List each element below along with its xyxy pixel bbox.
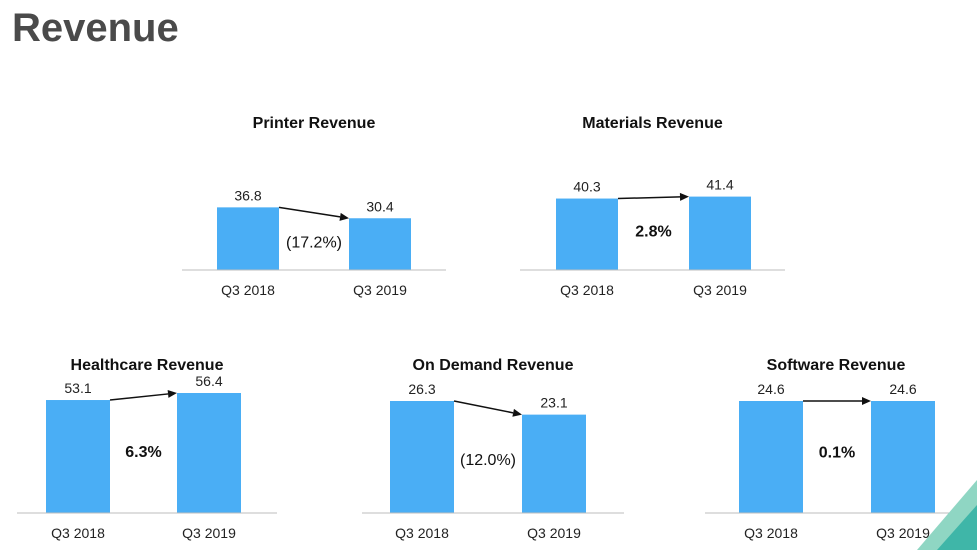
category-label: Q3 2018 [395,525,449,541]
trend-arrow-line [278,206,341,218]
category-label: Q3 2018 [744,525,798,541]
bar-q3-2018 [46,400,110,513]
bar-q3-2019 [522,414,586,513]
value-label: 24.6 [757,381,784,397]
bar-q3-2019 [689,196,751,270]
trend-arrow-line [453,400,514,414]
category-label: Q3 2019 [353,282,407,298]
software-revenue-svg: Software Revenue 24.6 Q3 2018 24.6 Q3 2019 0.… [705,357,967,541]
change-percent-label: (17.2%) [286,235,342,252]
change-percent-label: 0.1% [819,444,855,461]
healthcare-revenue-svg: Healthcare Revenue 53.1 Q3 2018 56.4 Q3 2019… [17,357,277,541]
chart-title: Materials Revenue [582,115,723,132]
printer-revenue-chart: Printer Revenue 36.8 Q3 2018 30.4 Q3 2019 (17… [182,108,446,300]
category-label: Q3 2018 [221,282,275,298]
bar-q3-2019 [177,393,241,513]
category-label: Q3 2019 [182,525,236,541]
trend-arrow-head [339,212,349,221]
on-demand-revenue-chart: On Demand Revenue 26.3 Q3 2018 23.1 Q3 2019 (… [362,350,624,545]
on-demand-revenue-svg: On Demand Revenue 26.3 Q3 2018 23.1 Q3 2019 (… [362,357,624,541]
bar-q3-2019 [349,218,411,270]
healthcare-revenue-chart: Healthcare Revenue 53.1 Q3 2018 56.4 Q3 2019… [17,350,277,545]
chart-title: On Demand Revenue [413,357,574,374]
bar-q3-2018 [217,207,279,270]
value-label: 30.4 [366,198,393,214]
materials-revenue-svg: Materials Revenue 40.3 Q3 2018 41.4 Q3 2019 2… [520,115,785,298]
chart-title: Software Revenue [767,357,906,374]
trend-arrow-head [167,389,177,398]
printer-revenue-svg: Printer Revenue 36.8 Q3 2018 30.4 Q3 2019 (17… [182,115,446,298]
trend-arrow-line [617,196,681,200]
chart-title: Printer Revenue [253,115,376,132]
page-title: Revenue [12,6,179,50]
category-label: Q3 2018 [560,282,614,298]
category-label: Q3 2019 [527,525,581,541]
value-label: 53.1 [64,380,91,396]
value-label: 41.4 [706,177,733,193]
bar-q3-2018 [739,401,803,513]
trend-arrow-line [109,393,169,401]
change-percent-label: 6.3% [125,444,161,461]
value-label: 36.8 [234,187,261,203]
value-label: 24.6 [889,381,916,397]
bar-q3-2018 [390,401,454,513]
value-label: 56.4 [195,373,222,389]
change-percent-label: (12.0%) [460,452,516,469]
trend-arrow-head [862,397,871,405]
change-percent-label: 2.8% [635,224,671,241]
bar-q3-2018 [556,198,618,270]
category-label: Q3 2018 [51,525,105,541]
category-label: Q3 2019 [693,282,747,298]
corner-accent-shape [917,480,977,550]
trend-arrow-head [679,192,689,201]
value-label: 23.1 [540,395,567,411]
materials-revenue-chart: Materials Revenue 40.3 Q3 2018 41.4 Q3 2019 2… [520,108,785,300]
value-label: 40.3 [573,179,600,195]
software-revenue-chart: Software Revenue 24.6 Q3 2018 24.6 Q3 2019 0.… [705,350,967,545]
trend-arrow-head [512,408,522,417]
bar-q3-2019 [871,401,935,513]
value-label: 26.3 [408,381,435,397]
chart-title: Healthcare Revenue [71,357,224,374]
category-label: Q3 2019 [876,525,930,541]
corner-accent-dark [937,505,977,550]
